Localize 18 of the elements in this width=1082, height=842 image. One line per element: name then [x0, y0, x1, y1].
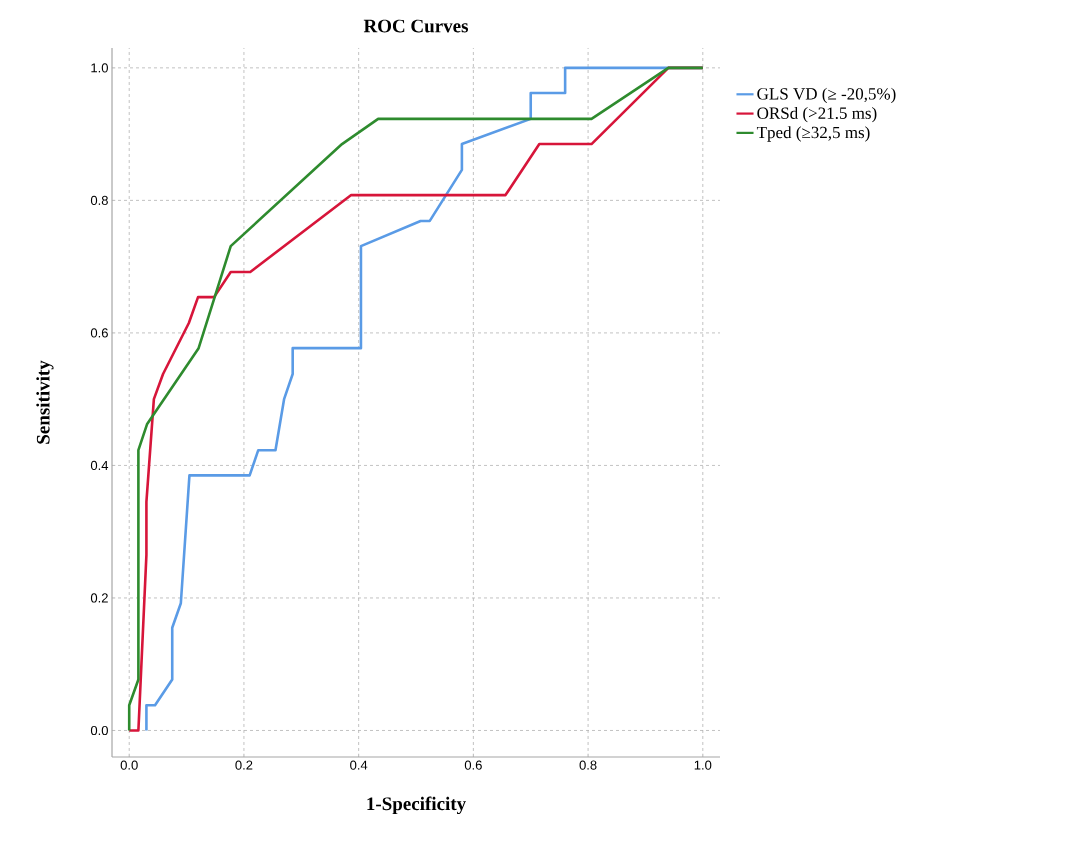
legend-label: Tped (≥32,5 ms) [756, 126, 870, 142]
x-tick-label: 0.2 [235, 760, 253, 770]
y-tick-label: 0.2 [90, 593, 108, 603]
y-tick-label: 0.8 [90, 195, 108, 205]
legend-label: ORSd (>21.5 ms) [757, 106, 877, 123]
x-tick-label: 0.0 [120, 760, 138, 770]
x-axis-title: 1-Specificity [367, 796, 466, 815]
x-tick-label: 0.4 [350, 760, 368, 770]
y-tick-label: 0.0 [90, 725, 108, 736]
y-tick-label: 0.4 [90, 460, 109, 471]
y-axis-title: Sensitivity [36, 360, 54, 444]
legend-label: GLS VD (≥ -20,5%) [757, 87, 896, 104]
x-tick-label: 0.8 [579, 760, 597, 770]
y-tick-label: 1.0 [91, 63, 108, 73]
x-tick-label: 1.0 [694, 760, 712, 770]
chart-title: ROC Curves [363, 19, 469, 33]
y-tick-label: 0.6 [90, 328, 108, 338]
x-tick-label: 0.6 [464, 760, 482, 770]
